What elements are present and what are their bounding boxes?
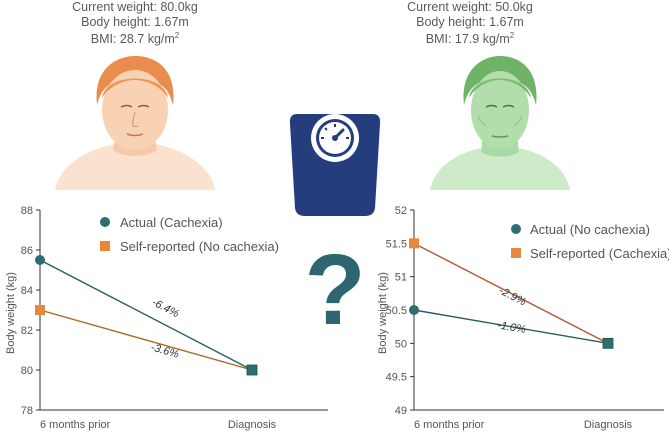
left-legend-actual-label: Actual (Cachexia) bbox=[120, 215, 223, 230]
right-y-axis-title: Body weight (kg) bbox=[377, 272, 389, 354]
left-bmi: BMI: 28.7 kg/m2 bbox=[35, 29, 235, 47]
right-patient-portrait bbox=[430, 56, 570, 190]
left-legend-self-marker bbox=[100, 241, 110, 251]
left-portrait-figure bbox=[55, 56, 215, 190]
right-series-self-line bbox=[413, 242, 609, 344]
left-series-actual-change-label: -6.4% bbox=[150, 296, 181, 320]
left-series-self-change-label: -3.6% bbox=[149, 341, 180, 360]
left-series-actual-point-start bbox=[35, 255, 45, 265]
right-y-tick-label-3: 50.5 bbox=[386, 305, 407, 317]
right-legend-actual-marker bbox=[511, 224, 521, 234]
left-x-tick-6-months-prior: 6 months prior bbox=[40, 419, 111, 431]
left-legend-self-label: Self-reported (No cachexia) bbox=[120, 239, 279, 254]
right-current-weight: Current weight: 50.0kg bbox=[407, 0, 533, 14]
left-weight-chart: Actual (Cachexia) Self-reported (No cach… bbox=[5, 205, 328, 431]
right-chart-legend: Actual (No cachexia) Self-reported (Cach… bbox=[511, 222, 669, 261]
right-y-tick-label-0: 49 bbox=[395, 405, 407, 417]
left-chart-legend: Actual (Cachexia) Self-reported (No cach… bbox=[100, 215, 279, 254]
right-series-end-marker bbox=[602, 337, 614, 349]
right-series-actual-point-start bbox=[409, 305, 419, 315]
left-bmi-value: BMI: 28.7 kg/m bbox=[90, 32, 175, 47]
right-y-tick-label-4: 51 bbox=[395, 272, 407, 284]
right-bmi-value: BMI: 17.9 kg/m bbox=[425, 32, 510, 47]
left-x-tick-diagnosis: Diagnosis bbox=[228, 419, 277, 431]
right-series-actual-line bbox=[413, 309, 609, 345]
left-current-weight: Current weight: 80.0kg bbox=[72, 0, 198, 14]
right-legend-self-marker bbox=[511, 248, 521, 258]
left-series-self-line bbox=[39, 309, 253, 371]
left-series-actual-line bbox=[39, 259, 253, 371]
left-y-tick-label-1: 80 bbox=[21, 365, 33, 377]
right-portrait-figure bbox=[430, 56, 570, 190]
right-series-self-change-label: -2.9% bbox=[497, 285, 528, 309]
left-legend-actual-marker bbox=[100, 217, 110, 227]
left-series-self-point-start bbox=[35, 305, 45, 315]
right-y-tick-label-2: 50 bbox=[395, 338, 407, 350]
right-body-height: Body height: 1.67m bbox=[416, 14, 524, 29]
left-patient-portrait bbox=[55, 56, 215, 190]
left-y-axis-title: Body weight (kg) bbox=[5, 272, 17, 354]
left-y-tick-label-5: 88 bbox=[21, 205, 33, 217]
right-patient-stats: Current weight: 50.0kg Body height: 1.67… bbox=[370, 0, 570, 47]
right-legend-actual-label: Actual (No cachexia) bbox=[530, 222, 650, 237]
right-weight-chart: Actual (No cachexia) Self-reported (Cach… bbox=[377, 205, 669, 431]
right-y-tick-label-5: 51.5 bbox=[386, 238, 407, 250]
left-y-ticks: 78 80 82 84 86 88 bbox=[21, 205, 40, 417]
right-y-tick-label-6: 52 bbox=[395, 205, 407, 217]
left-y-tick-label-2: 82 bbox=[21, 325, 33, 337]
left-y-tick-label-0: 78 bbox=[21, 405, 33, 417]
right-series-actual-change-label: -1.0% bbox=[496, 319, 527, 336]
left-bmi-unit-exponent: 2 bbox=[174, 31, 180, 40]
right-bmi-unit-exponent: 2 bbox=[509, 31, 515, 40]
left-body-height: Body height: 1.67m bbox=[81, 14, 189, 29]
right-y-ticks: 49 49.5 50 50.5 51 51.5 52 bbox=[386, 205, 414, 417]
right-legend-self-label: Self-reported (Cachexia) bbox=[530, 246, 669, 261]
right-x-tick-diagnosis: Diagnosis bbox=[584, 419, 633, 431]
left-series-end-marker bbox=[246, 364, 258, 376]
question-mark-icon: ? bbox=[304, 240, 365, 340]
right-bmi: BMI: 17.9 kg/m2 bbox=[370, 29, 570, 47]
question-mark-glyph: ? bbox=[304, 240, 365, 340]
scale-icon bbox=[289, 114, 381, 216]
right-x-tick-6-months-prior: 6 months prior bbox=[414, 419, 485, 431]
right-series-self-point-start bbox=[409, 238, 419, 249]
left-y-tick-label-3: 84 bbox=[21, 285, 33, 297]
left-y-tick-label-4: 86 bbox=[21, 245, 33, 257]
left-patient-stats: Current weight: 80.0kg Body height: 1.67… bbox=[35, 0, 235, 47]
right-y-tick-label-1: 49.5 bbox=[386, 372, 407, 384]
